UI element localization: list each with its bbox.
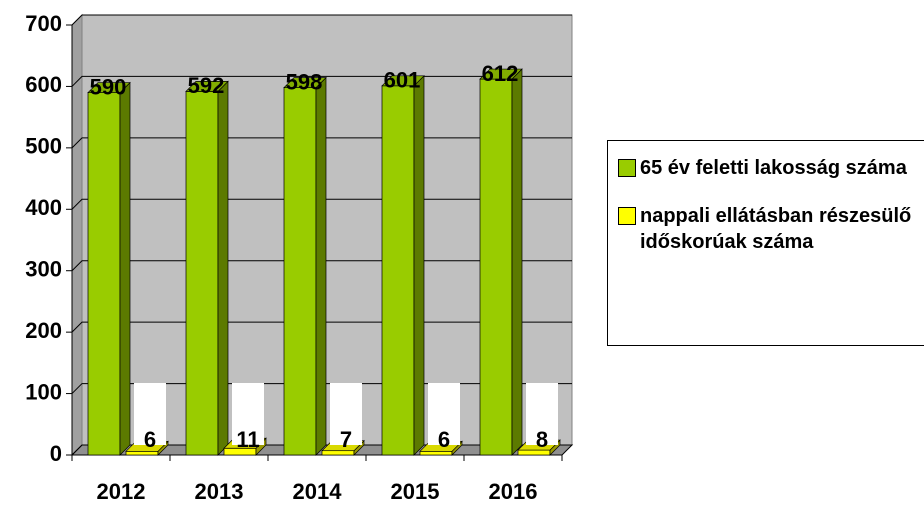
y-tick-label: 400 — [25, 195, 62, 220]
bar-side — [217, 80, 229, 456]
bar — [125, 450, 159, 456]
y-tick-label: 700 — [25, 11, 62, 36]
bar-side — [315, 76, 327, 456]
bar — [185, 90, 219, 456]
legend-label: 65 év feletti lakosság száma — [640, 157, 907, 179]
legend-item: nappali ellátásban részesülő időskorúak … — [618, 203, 918, 255]
data-label: 601 — [384, 68, 421, 93]
legend-swatch — [618, 207, 636, 225]
data-label-box — [134, 383, 166, 445]
data-label: 590 — [90, 74, 127, 99]
legend: 65 év feletti lakosság száma nappali ellá… — [607, 140, 924, 346]
bar-side — [119, 81, 131, 456]
bar-top — [381, 75, 425, 87]
y-tick-label: 0 — [50, 441, 62, 466]
data-label: 11 — [236, 427, 259, 452]
y-tick-label: 500 — [25, 134, 62, 159]
bar — [87, 92, 121, 456]
bar-top — [87, 82, 131, 93]
bar-top — [283, 77, 327, 89]
bar — [381, 85, 415, 456]
y-tick-label: 300 — [25, 257, 62, 282]
data-label-box — [526, 383, 558, 445]
data-label-box — [330, 383, 362, 445]
bar — [283, 87, 317, 456]
bar-side — [511, 68, 523, 456]
y-tick-label: 200 — [25, 318, 62, 343]
bar — [419, 450, 453, 456]
x-tick-label: 2015 — [391, 479, 440, 504]
data-label: 6 — [438, 427, 450, 452]
x-tick-label: 2013 — [195, 479, 244, 504]
y-tick-label: 600 — [25, 72, 62, 97]
plot: 0 100 200 300 400 500 600 700 590 6 2012 592 11 2013 5… — [25, 11, 574, 504]
data-label: 7 — [340, 427, 352, 452]
data-label-box — [428, 383, 460, 445]
data-label: 8 — [536, 427, 548, 452]
legend-item: 65 év feletti lakosság száma — [618, 155, 918, 181]
legend-swatch — [618, 159, 636, 177]
y-tick-label: 100 — [25, 379, 62, 404]
data-label: 6 — [144, 427, 156, 452]
data-label: 598 — [286, 69, 323, 94]
bar — [479, 78, 513, 456]
bar-top — [479, 68, 523, 80]
data-label: 612 — [482, 61, 519, 86]
x-tick-label: 2014 — [293, 479, 343, 504]
bar-side — [413, 74, 425, 456]
data-label-box — [232, 383, 264, 445]
grid-line — [71, 14, 572, 26]
legend-label: nappali ellátásban részesülő időskorúak … — [640, 205, 912, 253]
data-label: 592 — [188, 73, 225, 98]
x-tick-label: 2012 — [97, 479, 146, 504]
x-tick-label: 2016 — [489, 479, 538, 504]
bar-top — [185, 80, 229, 92]
